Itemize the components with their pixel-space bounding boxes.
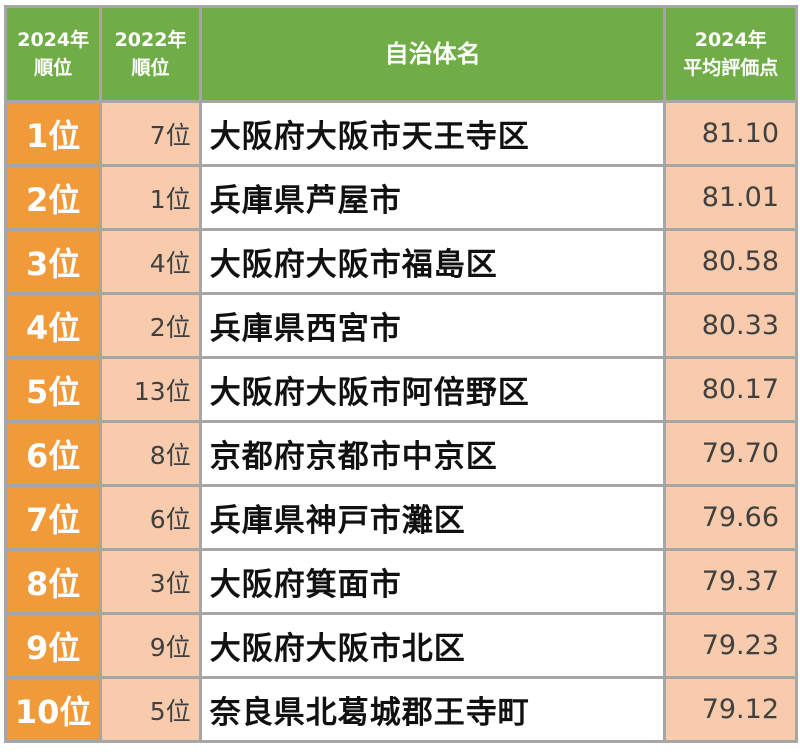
- header-municipality: 自治体名: [201, 8, 664, 100]
- average-score-cell: 79.70: [666, 423, 795, 484]
- table-header: 2024年 順位 2022年 順位 自治体名 2024年 平均評価点: [7, 8, 795, 100]
- municipality-name-cell: 奈良県北葛城郡王寺町: [201, 679, 664, 740]
- table-row: 3位 4位 大阪府大阪市福島区 80.58: [7, 231, 795, 292]
- header-rank-2022-line2: 順位: [131, 57, 170, 79]
- rank-2024-cell: 9位: [7, 615, 100, 676]
- header-rank-2022-line1: 2022年: [114, 28, 187, 51]
- ranking-table: 2024年 順位 2022年 順位 自治体名 2024年 平均評価点 1位 7位大…: [4, 5, 798, 743]
- rank-2024-cell: 10位: [7, 679, 100, 740]
- header-row: 2024年 順位 2022年 順位 自治体名 2024年 平均評価点: [7, 8, 795, 100]
- header-municipality-label: 自治体名: [384, 40, 481, 68]
- table-body: 1位 7位 大阪府大阪市天王寺区 81.10 2位 1位 兵庫県芦屋市 81.01 3位 4位 大阪…: [7, 103, 795, 740]
- municipality-name-cell: 兵庫県西宮市: [201, 295, 664, 356]
- rank-2022-cell: 8位: [102, 423, 199, 484]
- header-score-line1: 2024年: [694, 28, 767, 51]
- average-score-cell: 80.58: [666, 231, 795, 292]
- header-rank-2024-line1: 2024年: [17, 28, 90, 51]
- rank-2024-cell: 4位: [7, 295, 100, 356]
- average-score-cell: 79.37: [666, 551, 795, 612]
- rank-2024-cell: 6位: [7, 423, 100, 484]
- rank-2024-cell: 8位: [7, 551, 100, 612]
- header-rank-2022: 2022年 順位: [102, 8, 199, 100]
- rank-2024-cell: 1位: [7, 103, 100, 164]
- rank-2024-cell: 7位: [7, 487, 100, 548]
- average-score-cell: 79.12: [666, 679, 795, 740]
- rank-2022-cell: 1位: [102, 167, 199, 228]
- table-row: 4位 2位 兵庫県西宮市 80.33: [7, 295, 795, 356]
- municipality-name-cell: 大阪府箕面市: [201, 551, 664, 612]
- municipality-name-cell: 大阪府大阪市天王寺区: [201, 103, 664, 164]
- rank-2022-cell: 7位: [102, 103, 199, 164]
- header-score-line2: 平均評価点: [683, 57, 779, 79]
- rank-2024-cell: 2位: [7, 167, 100, 228]
- rank-2022-cell: 3位: [102, 551, 199, 612]
- municipality-name-cell: 兵庫県芦屋市: [201, 167, 664, 228]
- rank-2022-cell: 2位: [102, 295, 199, 356]
- rank-2022-cell: 6位: [102, 487, 199, 548]
- table-row: 2位 1位 兵庫県芦屋市 81.01: [7, 167, 795, 228]
- table-row: 1位 7位 大阪府大阪市天王寺区 81.10: [7, 103, 795, 164]
- municipality-name-cell: 大阪府大阪市福島区: [201, 231, 664, 292]
- rank-2022-cell: 9位: [102, 615, 199, 676]
- average-score-cell: 80.33: [666, 295, 795, 356]
- rank-2022-cell: 5位: [102, 679, 199, 740]
- municipality-name-cell: 京都府京都市中京区: [201, 423, 664, 484]
- table-row: 6位 8位 京都府京都市中京区 79.70: [7, 423, 795, 484]
- rank-2022-cell: 4位: [102, 231, 199, 292]
- table-row: 7位 6位 兵庫県神戸市灘区 79.66: [7, 487, 795, 548]
- table-row: 10位 5位 奈良県北葛城郡王寺町 79.12: [7, 679, 795, 740]
- average-score-cell: 80.17: [666, 359, 795, 420]
- average-score-cell: 81.10: [666, 103, 795, 164]
- average-score-cell: 79.66: [666, 487, 795, 548]
- rank-2024-cell: 5位: [7, 359, 100, 420]
- header-rank-2024: 2024年 順位: [7, 8, 100, 100]
- average-score-cell: 79.23: [666, 615, 795, 676]
- municipality-name-cell: 兵庫県神戸市灘区: [201, 487, 664, 548]
- municipality-name-cell: 大阪府大阪市北区: [201, 615, 664, 676]
- table-row: 5位 13位 大阪府大阪市阿倍野区 80.17: [7, 359, 795, 420]
- rank-2022-cell: 13位: [102, 359, 199, 420]
- municipality-name-cell: 大阪府大阪市阿倍野区: [201, 359, 664, 420]
- table-row: 8位 3位 大阪府箕面市 79.37: [7, 551, 795, 612]
- header-rank-2024-line2: 順位: [34, 57, 73, 79]
- header-score: 2024年 平均評価点: [666, 8, 795, 100]
- table-row: 9位 9位 大阪府大阪市北区 79.23: [7, 615, 795, 676]
- rank-2024-cell: 3位: [7, 231, 100, 292]
- average-score-cell: 81.01: [666, 167, 795, 228]
